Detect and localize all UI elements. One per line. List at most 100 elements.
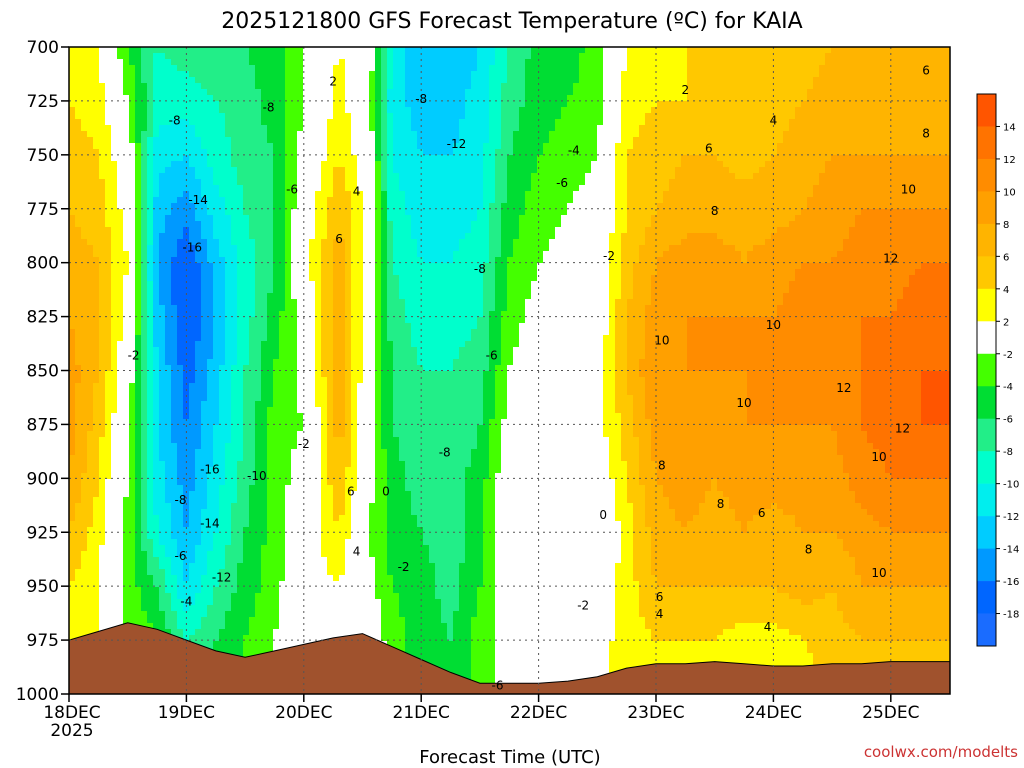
temperature-cell — [69, 299, 76, 306]
temperature-cell — [321, 119, 328, 126]
temperature-cell — [267, 563, 274, 570]
temperature-cell — [261, 371, 268, 378]
temperature-cell — [321, 491, 328, 498]
temperature-cell — [141, 467, 148, 474]
temperature-cell — [219, 161, 226, 168]
temperature-cell — [171, 215, 178, 222]
temperature-cell — [177, 383, 184, 390]
temperature-cell — [93, 443, 100, 450]
temperature-cell — [171, 527, 178, 534]
temperature-cell — [237, 443, 244, 450]
temperature-cell — [285, 509, 292, 516]
temperature-cell — [87, 197, 94, 204]
temperature-cell — [279, 203, 286, 210]
temperature-cell — [105, 533, 112, 540]
temperature-cell — [99, 299, 106, 306]
temperature-cell — [207, 485, 214, 492]
temperature-cell — [279, 305, 286, 312]
temperature-cell — [99, 623, 106, 630]
temperature-cell — [207, 407, 214, 414]
temperature-cell — [333, 251, 340, 258]
temperature-cell — [75, 287, 82, 294]
temperature-cell — [315, 413, 322, 420]
temperature-cell — [93, 341, 100, 348]
temperature-cell — [213, 77, 220, 84]
temperature-cell — [111, 407, 118, 414]
temperature-cell — [207, 197, 214, 204]
temperature-cell — [321, 353, 328, 360]
temperature-cell — [201, 575, 208, 582]
temperature-cell — [249, 185, 256, 192]
temperature-cell — [237, 449, 244, 456]
temperature-cell — [309, 203, 316, 210]
temperature-cell — [291, 539, 298, 546]
temperature-cell — [333, 449, 340, 456]
temperature-cell — [141, 125, 148, 132]
temperature-cell — [69, 185, 76, 192]
temperature-cell — [249, 473, 256, 480]
temperature-cell — [141, 383, 148, 390]
temperature-cell — [309, 635, 316, 642]
temperature-cell — [273, 137, 280, 144]
temperature-cell — [117, 317, 124, 324]
temperature-cell — [87, 443, 94, 450]
temperature-cell — [171, 167, 178, 174]
temperature-cell — [243, 119, 250, 126]
temperature-cell — [267, 545, 274, 552]
temperature-cell — [69, 101, 76, 108]
temperature-cell — [195, 623, 202, 630]
temperature-cell — [81, 101, 88, 108]
temperature-cell — [249, 71, 256, 78]
temperature-cell — [333, 227, 340, 234]
temperature-cell — [75, 365, 82, 372]
temperature-cell — [213, 383, 220, 390]
temperature-cell — [153, 431, 160, 438]
temperature-cell — [315, 215, 322, 222]
temperature-cell — [345, 191, 352, 198]
temperature-cell — [93, 563, 100, 570]
temperature-cell — [291, 341, 298, 348]
temperature-cell — [111, 275, 118, 282]
temperature-cell — [81, 143, 88, 150]
temperature-cell — [201, 269, 208, 276]
temperature-cell — [267, 191, 274, 198]
temperature-cell — [321, 95, 328, 102]
temperature-cell — [309, 119, 316, 126]
temperature-cell — [165, 251, 172, 258]
temperature-cell — [123, 305, 130, 312]
temperature-cell — [159, 503, 166, 510]
temperature-cell — [213, 251, 220, 258]
temperature-cell — [171, 149, 178, 156]
temperature-cell — [261, 179, 268, 186]
temperature-cell — [129, 221, 136, 228]
temperature-cell — [189, 503, 196, 510]
temperature-cell — [135, 293, 142, 300]
temperature-cell — [315, 593, 322, 600]
temperature-cell — [207, 305, 214, 312]
temperature-cell — [231, 179, 238, 186]
temperature-cell — [165, 437, 172, 444]
temperature-cell — [213, 509, 220, 516]
temperature-cell — [243, 413, 250, 420]
temperature-cell — [243, 431, 250, 438]
temperature-cell — [141, 89, 148, 96]
temperature-cell — [105, 407, 112, 414]
temperature-cell — [273, 173, 280, 180]
temperature-cell — [93, 197, 100, 204]
temperature-cell — [297, 215, 304, 222]
temperature-cell — [111, 401, 118, 408]
temperature-cell — [279, 635, 286, 642]
temperature-cell — [237, 419, 244, 426]
temperature-cell — [327, 209, 334, 216]
temperature-cell — [189, 149, 196, 156]
temperature-cell — [231, 635, 238, 642]
temperature-cell — [93, 311, 100, 318]
temperature-cell — [81, 521, 88, 528]
temperature-cell — [279, 419, 286, 426]
temperature-cell — [189, 425, 196, 432]
temperature-cell — [201, 155, 208, 162]
temperature-cell — [333, 419, 340, 426]
temperature-cell — [261, 65, 268, 72]
temperature-cell — [123, 521, 130, 528]
temperature-cell — [267, 251, 274, 258]
